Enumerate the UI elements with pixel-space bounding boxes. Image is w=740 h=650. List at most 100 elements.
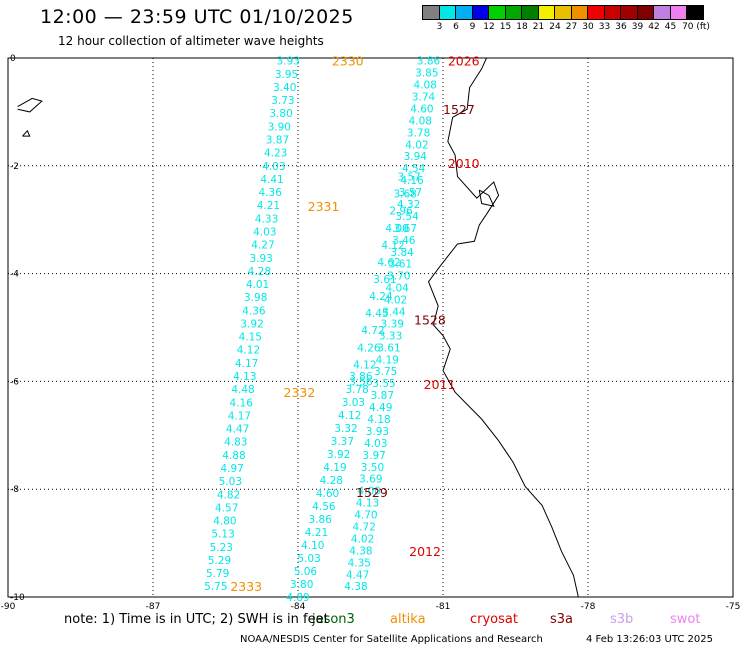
wave-height-label: 3.33	[379, 330, 402, 342]
color-scale-swatches	[422, 5, 704, 20]
color-scale-label: 15	[499, 22, 512, 32]
wave-height-label: 4.56	[312, 501, 336, 513]
wave-height-label: 3.92	[240, 318, 263, 330]
wave-height-label: 3.32	[334, 423, 357, 435]
wave-height-label: 3.93	[277, 56, 300, 68]
wave-height-label: 3.70	[387, 271, 410, 283]
wave-height-label: 4.19	[323, 462, 346, 474]
pass-label: 1527	[443, 102, 475, 117]
wave-height-label: 3.86	[308, 514, 332, 526]
wave-height-label: 4.18	[367, 414, 390, 426]
wave-height-label: 3.80	[269, 108, 292, 120]
y-tick-label: 0	[10, 54, 16, 64]
wave-height-label: 4.57	[215, 502, 238, 514]
wave-height-label: 4.13	[233, 371, 256, 383]
wave-height-label: 4.03	[364, 438, 387, 450]
page-title: 12:00 — 23:59 UTC 01/10/2025	[40, 6, 354, 28]
wave-height-label: 3.54	[395, 211, 419, 223]
wave-height-label: 4.16	[400, 175, 424, 187]
x-tick-label: -75	[726, 602, 740, 612]
wave-height-label: 3.44	[382, 307, 406, 319]
satellite-legend: jason3 altika cryosat s3a s3b swot	[0, 612, 740, 630]
footer-credit: NOAA/NESDIS Center for Satellite Applica…	[240, 634, 543, 645]
wave-height-label: 3.87	[371, 390, 394, 402]
wave-height-label: 5.13	[211, 529, 234, 541]
wave-height-label: 5.03	[297, 553, 320, 565]
color-scale-label: 6	[453, 22, 459, 32]
legend-item-s3b: s3b	[610, 612, 634, 627]
wave-height-label: 4.33	[255, 213, 278, 225]
wave-height-label: 3.73	[271, 95, 294, 107]
wave-height-label: 3.85	[415, 68, 438, 80]
wave-height-label: 3.93	[249, 253, 272, 265]
pass-label: 1529	[356, 485, 388, 500]
wave-height-label: 4.17	[228, 410, 251, 422]
wave-height-label: 3.57	[397, 172, 420, 184]
x-tick-label: -87	[146, 602, 161, 612]
wave-height-label: 3.95	[275, 69, 298, 81]
x-tick-label: -90	[1, 602, 16, 612]
pass-label: 1528	[414, 312, 446, 327]
wave-height-label: 3.90	[268, 121, 291, 133]
wave-height-label: 4.12	[237, 345, 260, 357]
wave-height-label: 4.41	[260, 174, 283, 186]
wave-height-label: 3.39	[381, 318, 404, 330]
wave-height-label: 3.57	[399, 187, 422, 199]
wave-height-label: 3.61	[389, 259, 412, 271]
wave-height-label: 5.06	[294, 566, 318, 578]
wave-height-label: 4.00	[385, 223, 408, 235]
wave-height-label: 4.19	[376, 354, 399, 366]
wave-height-label: 3.37	[331, 436, 354, 448]
wave-height-label: 4.38	[344, 581, 367, 593]
wave-height-label: 4.83	[224, 437, 247, 449]
wave-height-label: 3.86	[349, 371, 373, 383]
wave-height-label: 3.56	[349, 376, 373, 388]
color-scale-label: 45	[664, 22, 677, 32]
wave-height-label: 4.38	[349, 545, 372, 557]
wave-height-label: 4.12	[381, 240, 404, 252]
wave-height-label: 4.08	[409, 115, 432, 127]
wave-height-label: 4.88	[222, 450, 245, 462]
x-tick-label: -78	[581, 602, 596, 612]
wave-height-label: 4.12	[353, 359, 376, 371]
wave-height-label: 3.69	[359, 474, 382, 486]
wave-height-label: 5.23	[210, 542, 233, 554]
island-outline	[17, 97, 43, 113]
color-scale-label: 27	[565, 22, 578, 32]
color-scale-label: 3	[436, 22, 443, 32]
color-scale-label: 24	[549, 22, 561, 32]
legend-item-cryosat: cryosat	[470, 612, 518, 627]
pass-label: 2011	[424, 377, 456, 392]
wave-height-label: 4.28	[320, 475, 343, 487]
page-subtitle: 12 hour collection of altimeter wave hei…	[58, 34, 324, 48]
color-scale-label: 21	[532, 22, 545, 32]
color-scale-label: 36	[615, 22, 627, 32]
wave-height-label: 3.55	[372, 378, 395, 390]
wave-height-label: 4.08	[414, 80, 437, 92]
wave-height-label: 3.78	[345, 384, 368, 396]
wave-height-label: 3.61	[373, 274, 396, 286]
wave-height-label: 4.02	[405, 139, 428, 151]
wave-height-label: 3.61	[377, 342, 400, 354]
wave-height-label: 4.10	[301, 540, 324, 552]
wave-height-label: 3.67	[394, 223, 417, 235]
wave-height-label: 4.26	[357, 342, 381, 354]
wave-height-label: 4.45	[365, 308, 388, 320]
wave-height-label: 4.62	[377, 257, 400, 269]
pass-label: 2332	[284, 385, 316, 400]
wave-height-label: 4.82	[217, 489, 240, 501]
wave-height-label: 4.80	[213, 516, 236, 528]
wave-height-label: 4.21	[257, 200, 280, 212]
wave-height-label: 4.24	[369, 291, 393, 303]
pass-label: 2026	[448, 54, 480, 69]
wave-height-label: 4.72	[353, 522, 376, 534]
color-scale-label: 33	[598, 22, 611, 32]
wave-height-label: 4.17	[235, 358, 258, 370]
wave-height-label: 4.48	[231, 384, 254, 396]
coastline	[427, 57, 579, 598]
map-frame	[7, 57, 734, 598]
pass-label: 2012	[409, 544, 441, 559]
wave-height-label: 5.29	[208, 555, 231, 567]
island-outline	[22, 129, 31, 137]
wave-height-label: 3.50	[361, 462, 384, 474]
